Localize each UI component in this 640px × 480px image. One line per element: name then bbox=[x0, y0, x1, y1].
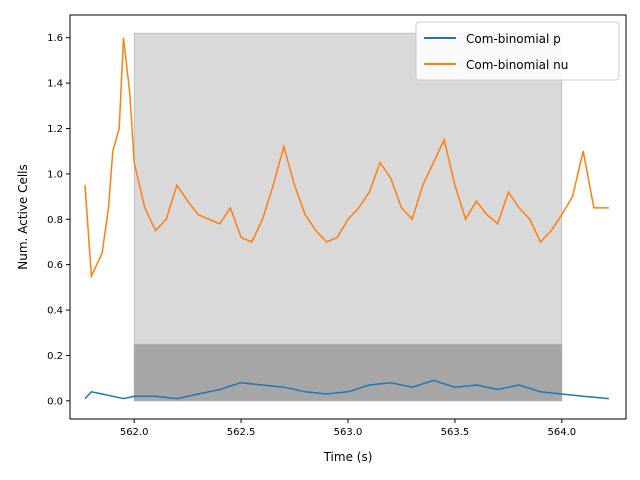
y-axis-label: Num. Active Cells bbox=[16, 164, 30, 270]
y-tick-label: 0.6 bbox=[47, 260, 63, 271]
series-lines bbox=[84, 37, 609, 400]
legend-label-nu: Com-binomial nu bbox=[466, 58, 568, 72]
x-tick-label: 564.0 bbox=[548, 427, 577, 438]
x-tick-label: 563.0 bbox=[334, 427, 363, 438]
x-axis-label: Time (s) bbox=[323, 450, 373, 464]
legend-box bbox=[415, 21, 620, 81]
y-tick-label: 1.2 bbox=[47, 124, 63, 135]
y-tick-label: 1.4 bbox=[47, 79, 63, 90]
y-tick-label: 1.0 bbox=[47, 169, 63, 180]
y-tick-label: 1.6 bbox=[47, 33, 63, 44]
legend-label-p: Com-binomial p bbox=[466, 32, 561, 46]
x-tick-label: 562.5 bbox=[227, 427, 256, 438]
y-tick-label: 0.0 bbox=[47, 396, 63, 407]
x-tick-label: 562.0 bbox=[120, 427, 149, 438]
series-line-0 bbox=[84, 379, 609, 400]
shaded-regions bbox=[133, 32, 563, 402]
x-tick-label: 563.5 bbox=[441, 427, 470, 438]
x-axis: 562.0 562.5 563.0 563.5 564.0 bbox=[120, 419, 576, 438]
y-tick-label: 0.2 bbox=[47, 351, 63, 362]
y-axis: 0.0 0.2 0.4 0.6 0.8 1.0 1.2 1.4 1.6 bbox=[47, 33, 70, 407]
y-tick-label: 0.8 bbox=[47, 215, 63, 226]
legend: Com-binomial p Com-binomial nu bbox=[415, 21, 620, 81]
y-tick-label: 0.4 bbox=[47, 306, 63, 317]
series-line-1 bbox=[84, 37, 609, 279]
